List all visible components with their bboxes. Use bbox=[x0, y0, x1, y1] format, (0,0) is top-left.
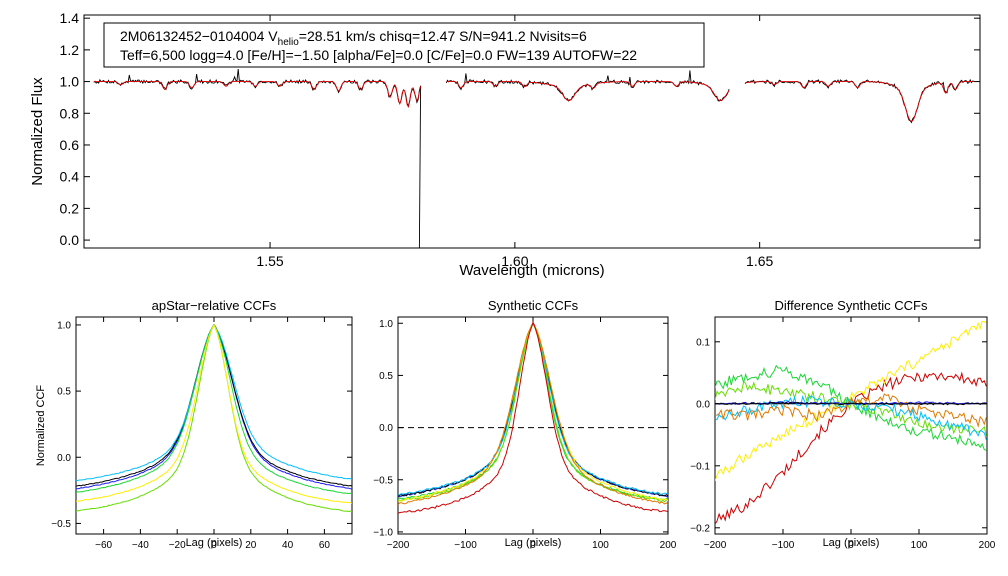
x-tick-label: −200 bbox=[704, 540, 727, 551]
x-tick-label: −60 bbox=[95, 540, 112, 551]
series-observed-line bbox=[445, 70, 730, 102]
x-tick-label: 200 bbox=[979, 540, 996, 551]
series-d-yellow-line bbox=[715, 320, 987, 481]
chart-title: Synthetic CCFs bbox=[488, 298, 579, 313]
x-tick-label: 0 bbox=[530, 540, 536, 551]
x-tick-label: 0 bbox=[211, 540, 217, 551]
y-tick-label: 0.6 bbox=[60, 137, 80, 153]
x-tick-label: 200 bbox=[660, 540, 677, 551]
y-tick-label: 0.0 bbox=[57, 453, 71, 464]
y-axis-label: Normalized CCF bbox=[35, 385, 47, 467]
y-tick-label: 1.0 bbox=[60, 74, 80, 90]
series-s3-line bbox=[398, 322, 668, 496]
x-tick-label: 60 bbox=[319, 540, 331, 551]
y-axis-label: Normalized Flux bbox=[29, 77, 46, 186]
x-tick-label: 100 bbox=[911, 540, 928, 551]
legend-line-2: Teff=6,500 logg=4.0 [Fe/H]=−1.50 [alpha/… bbox=[120, 47, 637, 63]
x-tick-label: 0 bbox=[848, 540, 854, 551]
y-tick-label: 0.5 bbox=[379, 371, 393, 382]
chart-title: apStar−relative CCFs bbox=[152, 298, 277, 313]
y-tick-label: 0.1 bbox=[696, 337, 710, 348]
y-tick-label: 0.0 bbox=[696, 399, 710, 410]
plot-frame bbox=[83, 14, 981, 249]
series-s1-line bbox=[398, 322, 668, 498]
series-c5-line bbox=[76, 323, 352, 513]
y-tick-label: 1.2 bbox=[60, 42, 80, 58]
series-s5-line bbox=[398, 321, 668, 503]
x-axis-label: Lag (pixels) bbox=[186, 537, 243, 549]
y-tick-label: 1.0 bbox=[379, 319, 393, 330]
series-model-line bbox=[446, 81, 730, 102]
difference-ccf-panel: −200 −100 0 100 200 −0.2 −0.1 0.0 0.1 Difference … bbox=[690, 298, 996, 551]
y-tick-label: −0.5 bbox=[51, 519, 71, 530]
series-model-line bbox=[93, 81, 422, 108]
y-tick-label: 0.0 bbox=[60, 232, 80, 248]
x-tick-label: −100 bbox=[772, 540, 795, 551]
y-tick-label: 0.0 bbox=[379, 423, 393, 434]
y-tick-label: −0.5 bbox=[373, 475, 393, 486]
x-tick-label: 20 bbox=[245, 540, 257, 551]
series-observed-line bbox=[93, 69, 422, 248]
x-tick-label: 1.60 bbox=[501, 253, 528, 269]
y-tick-label: −0.1 bbox=[690, 461, 710, 472]
legend-box bbox=[103, 22, 705, 68]
y-tick-label: −0.2 bbox=[690, 523, 710, 534]
chart-title: Difference Synthetic CCFs bbox=[775, 298, 928, 313]
plot-frame bbox=[714, 316, 988, 535]
series-d-green-line bbox=[715, 364, 987, 451]
series-d-orange-line bbox=[715, 393, 987, 428]
series-c6-line bbox=[76, 324, 352, 504]
x-tick-label: −40 bbox=[132, 540, 149, 551]
x-tick-label: −20 bbox=[169, 540, 186, 551]
series-s4-line bbox=[398, 322, 668, 501]
x-tick-label: −100 bbox=[454, 540, 477, 551]
series-observed-line bbox=[744, 78, 974, 124]
series-c1-line bbox=[76, 324, 352, 490]
y-tick-label: 0.5 bbox=[57, 387, 71, 398]
series-d-black-line bbox=[715, 401, 987, 406]
y-tick-label: 0.4 bbox=[60, 169, 80, 185]
series-d-lime-line bbox=[715, 381, 987, 437]
y-tick-label: 1.4 bbox=[60, 10, 80, 26]
spectrum-panel: 1.55 1.60 1.65 0.0 0.2 0.4 0.6 0.8 1.0 1.2 1.4 Wave… bbox=[29, 10, 981, 279]
series-c3-line bbox=[76, 324, 352, 482]
plot-frame bbox=[397, 316, 669, 535]
x-tick-label: 1.65 bbox=[746, 253, 773, 269]
x-axis-label: Wavelength (microns) bbox=[459, 262, 604, 279]
y-tick-label: −1.0 bbox=[373, 528, 393, 539]
apstar-ccf-panel: −60 −40 −20 0 20 40 60 −0.5 0.0 0.5 1.0 apStar−rela… bbox=[35, 298, 353, 551]
y-tick-label: 1.0 bbox=[57, 321, 71, 332]
series-s6-line bbox=[398, 323, 668, 502]
y-tick-label: 0.2 bbox=[60, 200, 80, 216]
legend-line-1: 2M06132452−0104004 Vhelio=28.51 km/s chi… bbox=[120, 28, 587, 48]
x-tick-label: 40 bbox=[282, 540, 294, 551]
y-tick-label: 0.8 bbox=[60, 105, 80, 121]
synthetic-ccf-panel: −200 −100 0 100 200 −1.0 −0.5 0.0 0.5 1.0 Syntheti… bbox=[373, 298, 677, 551]
series-s2-line bbox=[398, 321, 668, 497]
x-axis-label: Lag (pixels) bbox=[823, 537, 880, 549]
series-s8-line bbox=[398, 321, 668, 514]
x-tick-label: 100 bbox=[592, 540, 609, 551]
plot-frame bbox=[75, 316, 353, 535]
series-c4-line bbox=[76, 324, 352, 495]
series-c2-line bbox=[76, 323, 352, 487]
x-axis-label: Lag (pixels) bbox=[505, 537, 562, 549]
series-s7-line bbox=[398, 322, 668, 505]
x-tick-label: −200 bbox=[387, 540, 410, 551]
x-tick-label: 1.55 bbox=[256, 253, 283, 269]
series-model-line bbox=[744, 81, 974, 122]
